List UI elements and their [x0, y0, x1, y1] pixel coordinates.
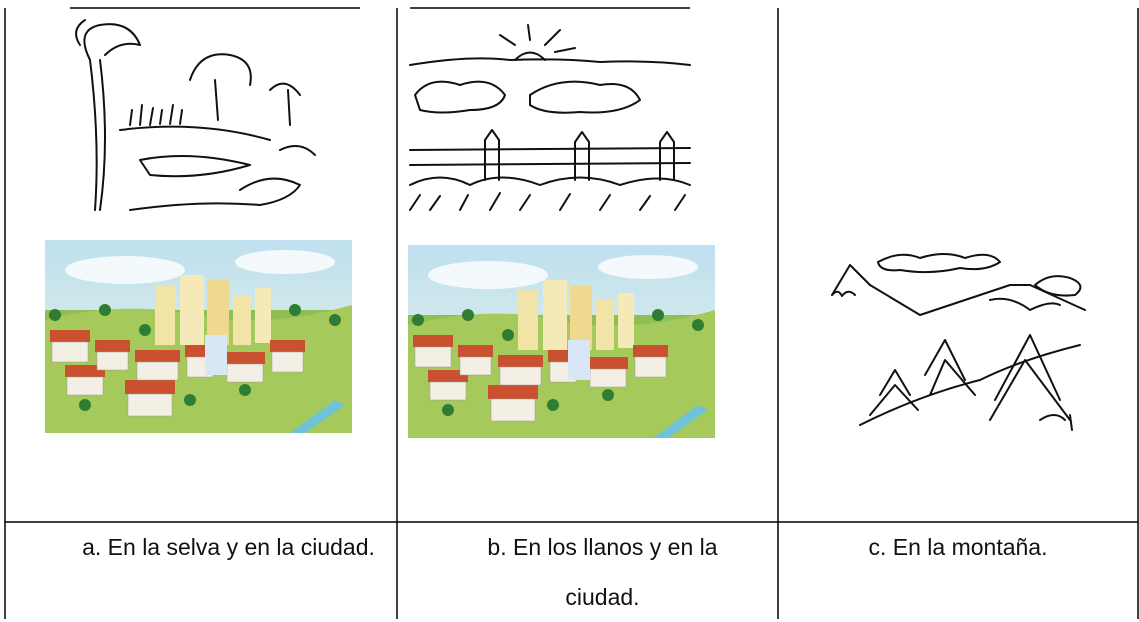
- answer-a[interactable]: a. En la selva y en la ciudad.: [82, 534, 375, 560]
- city-image: [44, 239, 353, 434]
- jungle-drawing: [75, 19, 316, 211]
- mountain-drawing: [831, 253, 1086, 431]
- plains-drawing: [409, 24, 691, 211]
- table-borders: [4, 7, 1139, 619]
- answer-c[interactable]: c. En la montaña.: [868, 534, 1048, 560]
- city-image: [407, 244, 716, 439]
- answer-b[interactable]: b. En los llanos y en la ciudad.: [487, 534, 718, 610]
